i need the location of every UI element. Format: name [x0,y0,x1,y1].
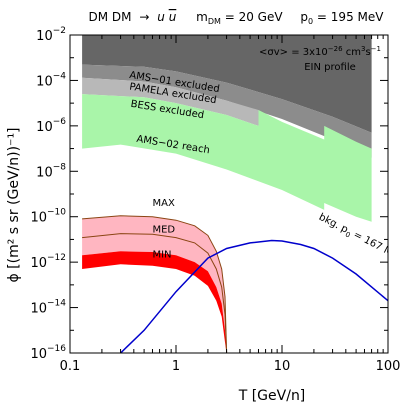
y-tick-label: 10−6 [36,117,66,135]
y-tick-base: 10 [30,302,47,317]
annotation-profile: EIN profile [304,62,356,73]
title-p0-value: = 195 MeV [313,10,384,24]
y-tick-label: 10−2 [36,26,66,44]
title-mass-value: = 20 GeV [221,10,283,24]
title-p0-label: p [300,10,308,24]
series-label-bkg-sub: 0 [344,230,352,239]
series-label-bkg-name: bkg. p [317,212,350,236]
series-label-bkg: bkg. p0 = 167 MeV [316,212,406,266]
y-tick-exp: −6 [53,117,67,127]
title-mass-sub: DM [208,17,221,26]
y-tick-base: 10 [30,347,47,362]
x-tick-label: 10 [274,359,291,374]
y-tick-exp: −10 [47,208,66,218]
annotation-sigma-v-pre: <σv> = 3x10 [259,47,328,58]
title-arrow: → [139,10,149,24]
series-max-band [82,215,227,353]
title-process: DM DM [89,10,132,24]
series-bkg-line [120,239,388,353]
annotation-sigma-v-s: s [365,47,370,58]
y-tick-exp: −4 [53,71,67,81]
y-tick-base: 10 [36,74,53,89]
series-label-med: MED [152,225,175,236]
x-tick-label: 1 [172,359,180,374]
title-final-state: u [157,10,165,24]
title-final-state-bar: u [169,10,177,24]
region-pamela-excluded [82,64,372,158]
series-min-band [82,251,227,353]
region-ams-02-reach [82,94,372,222]
y-tick-label: 10−12 [30,253,66,271]
y-tick-base: 10 [30,256,47,271]
series-label-min: MIN [152,250,171,261]
y-tick-base: 10 [36,165,53,180]
y-tick-base: 10 [36,29,53,44]
y-tick-exp: −2 [53,26,66,36]
annotation-sigma-v-exp3: −1 [371,45,381,53]
y-tick-base: 10 [30,211,47,226]
y-tick-base: 10 [36,120,53,135]
region-ams-01-excluded [82,35,372,133]
annotation-sigma-v: <σv> = 3x10−26 cm3s−1 [259,45,381,58]
y-tick-label: 10−4 [36,71,66,89]
series-label-max: MAX [152,198,174,209]
x-tick-label: 0.1 [60,359,81,374]
annotation-sigma-v-post: cm [343,47,361,58]
y-tick-label: 10−16 [30,344,66,362]
y-tick-exp: −14 [47,299,66,309]
y-tick-label: 10−14 [30,299,66,317]
x-tick-label: 100 [376,359,401,374]
y-axis-label: ϕ [(m² s sr (GeV/n))⁻¹] [6,127,22,282]
title-p0-sub: 0 [308,17,313,26]
y-tick-exp: −8 [53,162,67,172]
series-med-line [82,233,228,353]
y-tick-label: 10−10 [30,208,66,226]
x-axis-label: T [GeV/n] [238,388,306,404]
series-label-bkg-value: = 167 MeV [349,228,406,264]
region-bess-excluded [82,77,259,126]
series-max-line [82,215,228,353]
y-tick-exp: −16 [47,344,66,354]
y-tick-exp: −12 [47,253,66,263]
x-axis-ticks: 0.1 1 10 100 [60,35,401,374]
annotation-sigma-v-exp2: 3 [361,45,365,53]
title-mass-label: m [196,10,208,24]
annotation-sigma-v-exp: −26 [328,45,343,53]
y-tick-label: 10−8 [36,162,66,180]
chart-title: DM DM → u u mDM = 20 GeV p0 = 195 MeV [89,10,385,26]
